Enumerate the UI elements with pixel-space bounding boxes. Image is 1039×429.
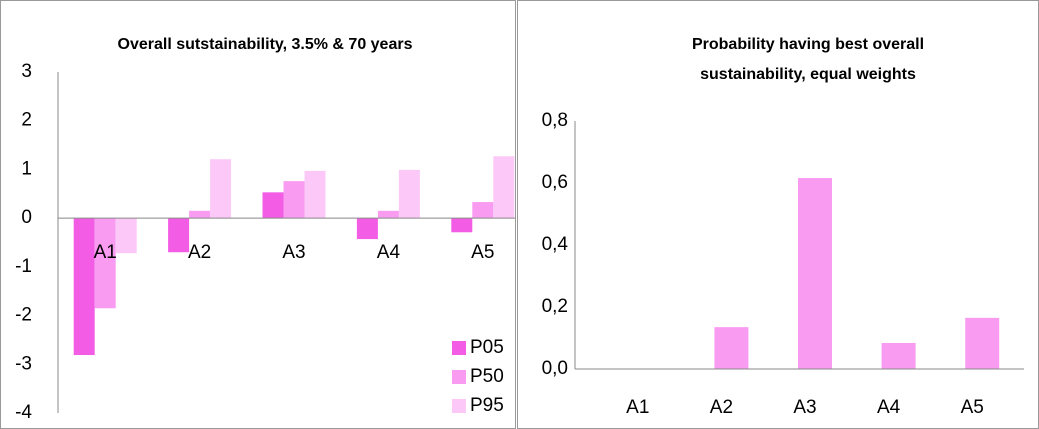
chart-title: Overall sutstainability, 3.5% & 70 years xyxy=(118,36,413,53)
y-tick-label: 0,2 xyxy=(542,296,568,317)
bar xyxy=(115,218,137,254)
x-tick-label: A4 xyxy=(877,397,901,418)
bar xyxy=(798,178,832,369)
x-tick-label: A2 xyxy=(188,242,211,263)
x-tick-label: A2 xyxy=(710,397,733,418)
bar xyxy=(356,218,378,240)
x-tick-label: A5 xyxy=(961,397,984,418)
legend-label: P95 xyxy=(470,395,504,416)
y-tick-label: 2 xyxy=(21,110,32,131)
bar xyxy=(881,342,916,369)
bar xyxy=(377,210,399,219)
x-tick-label: A1 xyxy=(94,242,117,263)
bar xyxy=(451,218,473,233)
legend-swatch xyxy=(452,399,466,413)
y-tick-label: 0,6 xyxy=(542,172,568,193)
x-tick-label: A3 xyxy=(793,397,816,418)
legend-label: P05 xyxy=(470,337,504,358)
y-tick-label: 0,8 xyxy=(542,110,568,131)
y-tick-label: 0,4 xyxy=(542,234,569,255)
bar xyxy=(94,218,116,309)
x-tick-label: A5 xyxy=(471,242,494,263)
bar xyxy=(493,156,515,219)
bar xyxy=(398,169,420,219)
y-tick-label: 0 xyxy=(21,207,32,228)
chart-title: Probability having best overall xyxy=(692,36,924,53)
y-tick-label: 0,0 xyxy=(542,358,568,379)
bar xyxy=(210,159,232,219)
y-tick-label: -1 xyxy=(15,256,32,277)
bar xyxy=(472,202,494,219)
y-tick-label: -4 xyxy=(15,402,32,423)
legend-swatch xyxy=(452,370,466,384)
y-tick-label: -3 xyxy=(15,353,32,374)
bar xyxy=(965,317,1000,369)
bar xyxy=(189,210,211,219)
bar xyxy=(168,218,190,253)
y-tick-label: -2 xyxy=(15,305,32,326)
legend-label: P50 xyxy=(470,366,504,387)
bar xyxy=(304,170,326,219)
chart-title: sustainability, equal weights xyxy=(700,66,916,83)
legend-swatch xyxy=(452,341,466,355)
bar xyxy=(73,218,95,356)
x-tick-label: A1 xyxy=(626,397,649,418)
y-tick-label: 1 xyxy=(21,158,32,179)
x-tick-label: A3 xyxy=(282,242,305,263)
panel-border xyxy=(0,0,516,429)
bar xyxy=(262,192,284,219)
bar xyxy=(714,327,749,369)
x-tick-label: A4 xyxy=(377,242,401,263)
bar xyxy=(283,181,305,219)
y-tick-label: 3 xyxy=(21,61,32,82)
panel-border xyxy=(517,0,1039,429)
